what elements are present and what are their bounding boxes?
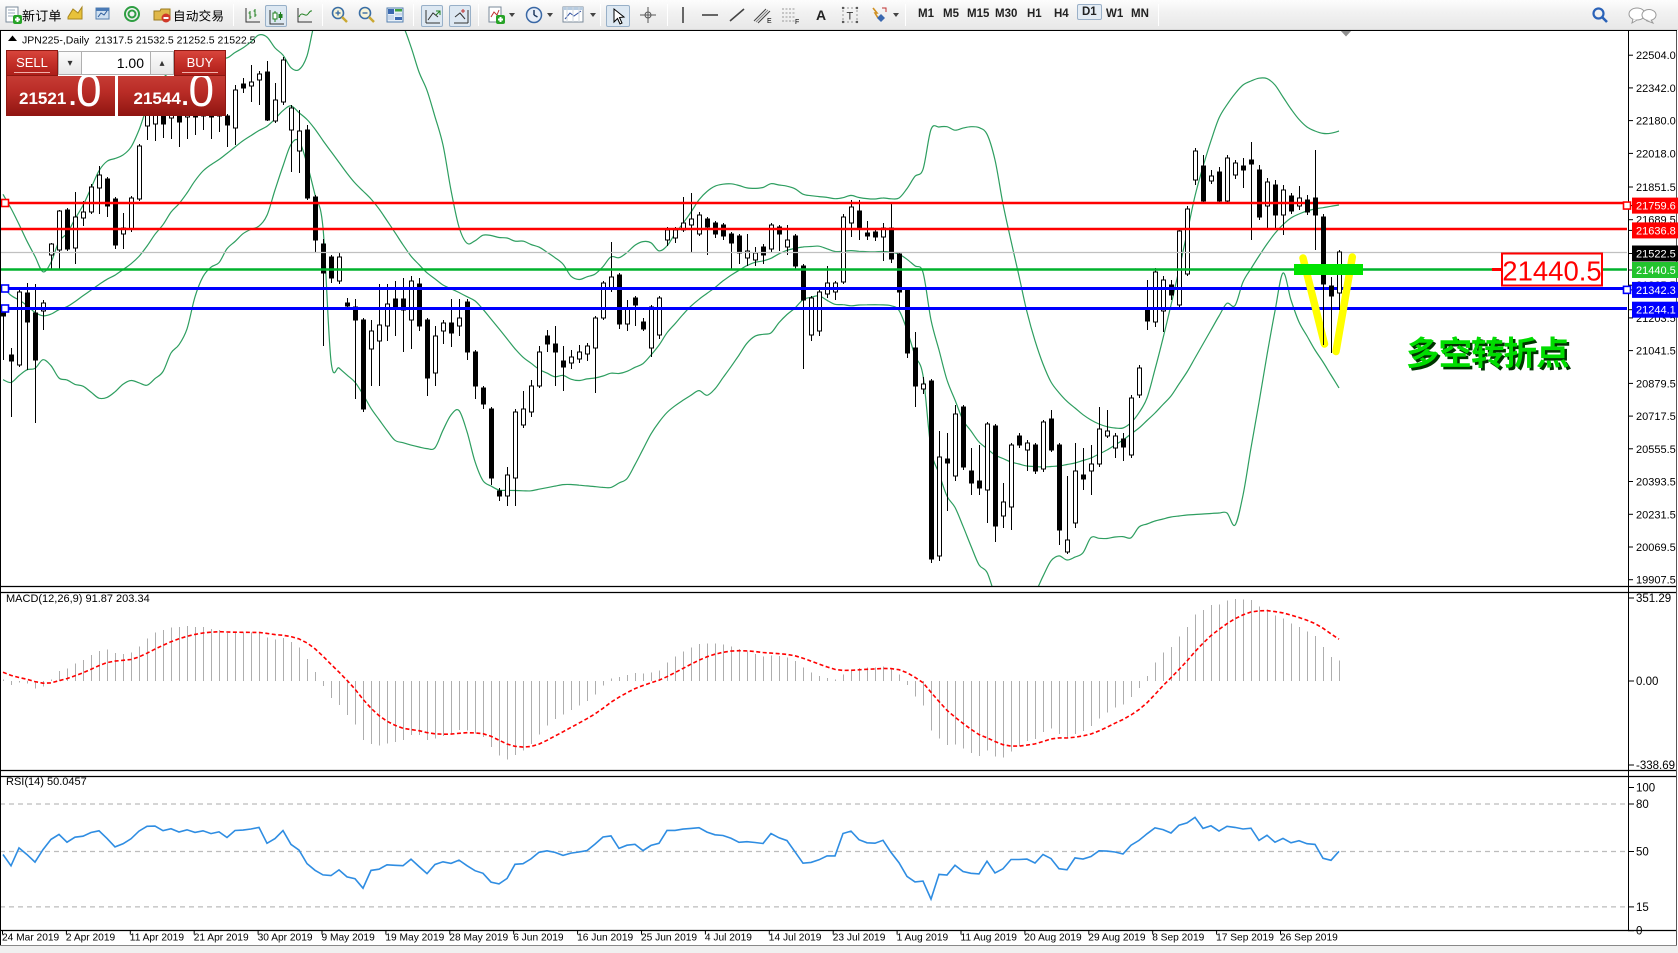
svg-text:-338.69: -338.69	[1636, 760, 1675, 772]
svg-text:29 Aug 2019: 29 Aug 2019	[1088, 933, 1146, 944]
svg-text:22342.0: 22342.0	[1636, 83, 1676, 95]
svg-text:26 Sep 2019: 26 Sep 2019	[1280, 933, 1338, 944]
svg-text:F: F	[795, 19, 799, 25]
svg-text:30 Apr 2019: 30 Apr 2019	[258, 933, 313, 944]
svg-text:6 Jun 2019: 6 Jun 2019	[513, 933, 564, 944]
svg-text:19907.5: 19907.5	[1636, 575, 1676, 587]
svg-text:17 Sep 2019: 17 Sep 2019	[1216, 933, 1274, 944]
svg-text:351.29: 351.29	[1636, 593, 1671, 605]
svg-text:28 May 2019: 28 May 2019	[449, 933, 508, 944]
svg-text:22180.0: 22180.0	[1636, 116, 1676, 128]
svg-text:23 Jul 2019: 23 Jul 2019	[833, 933, 886, 944]
svg-text:0: 0	[1636, 926, 1642, 938]
svg-text:21244.1: 21244.1	[1636, 305, 1676, 317]
svg-text:100: 100	[1636, 783, 1655, 795]
svg-text:22504.0: 22504.0	[1636, 50, 1676, 62]
svg-text:21440.5: 21440.5	[1636, 265, 1676, 277]
svg-text:T: T	[847, 11, 854, 23]
svg-text:RSI(14) 50.0457: RSI(14) 50.0457	[6, 776, 87, 788]
svg-text:E: E	[767, 18, 772, 25]
svg-text:16 Jun 2019: 16 Jun 2019	[577, 933, 633, 944]
svg-text:0.00: 0.00	[1636, 676, 1658, 688]
svg-text:9 May 2019: 9 May 2019	[322, 933, 376, 944]
svg-text:20555.5: 20555.5	[1636, 444, 1676, 456]
svg-text:21041.5: 21041.5	[1636, 346, 1676, 358]
svg-text:80: 80	[1636, 799, 1649, 811]
svg-text:MACD(12,26,9) 91.87 203.34: MACD(12,26,9) 91.87 203.34	[6, 593, 150, 605]
svg-text:22018.0: 22018.0	[1636, 148, 1676, 160]
svg-text:20879.5: 20879.5	[1636, 378, 1676, 390]
svg-text:21342.3: 21342.3	[1636, 285, 1676, 297]
svg-text:21851.5: 21851.5	[1636, 182, 1676, 194]
svg-text:21522.5: 21522.5	[1636, 249, 1676, 261]
svg-text:20393.5: 20393.5	[1636, 477, 1676, 489]
svg-text:JPN225-,Daily 21317.5 21532.5: JPN225-,Daily 21317.5 21532.5 21252.5 21…	[22, 35, 256, 47]
svg-text:20231.5: 20231.5	[1636, 509, 1676, 521]
svg-text:20069.5: 20069.5	[1636, 542, 1676, 554]
svg-text:20 Aug 2019: 20 Aug 2019	[1024, 933, 1082, 944]
svg-text:19 May 2019: 19 May 2019	[385, 933, 444, 944]
svg-text:8 Sep 2019: 8 Sep 2019	[1152, 933, 1204, 944]
svg-text:21440.5: 21440.5	[1502, 256, 1601, 287]
svg-text:1 Aug 2019: 1 Aug 2019	[897, 933, 949, 944]
svg-text:4 Jul 2019: 4 Jul 2019	[705, 933, 752, 944]
svg-text:21759.6: 21759.6	[1636, 201, 1676, 213]
svg-text:15: 15	[1636, 902, 1649, 914]
svg-text:20717.5: 20717.5	[1636, 411, 1676, 423]
svg-text:24 Mar 2019: 24 Mar 2019	[2, 933, 60, 944]
svg-text:14 Jul 2019: 14 Jul 2019	[769, 933, 822, 944]
svg-text:11 Aug 2019: 11 Aug 2019	[961, 933, 1018, 944]
svg-text:21636.8: 21636.8	[1636, 225, 1676, 237]
svg-text:50: 50	[1636, 847, 1649, 859]
svg-text:21 Apr 2019: 21 Apr 2019	[194, 933, 249, 944]
svg-text:25 Jun 2019: 25 Jun 2019	[641, 933, 697, 944]
svg-text:2 Apr 2019: 2 Apr 2019	[66, 933, 116, 944]
svg-text:11 Apr 2019: 11 Apr 2019	[130, 933, 185, 944]
